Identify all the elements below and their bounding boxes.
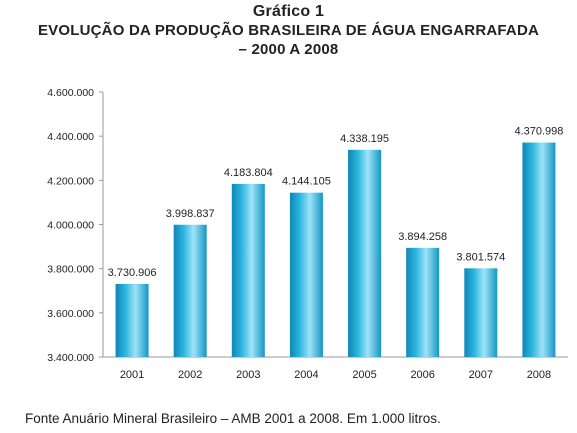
bar-2007: [464, 268, 498, 357]
x-tick-label-2001: 2001: [120, 369, 144, 381]
x-tick-label-2006: 2006: [410, 369, 434, 381]
x-tick-label-2005: 2005: [352, 369, 376, 381]
x-tick-label-2007: 2007: [469, 369, 493, 381]
chart-title-line-2: EVOLUÇÃO DA PRODUÇÃO BRASILEIRA DE ÁGUA …: [37, 22, 540, 39]
y-tick-label: 3.600.000: [47, 308, 94, 320]
chart-title-line-1: Gráfico 1: [252, 3, 325, 20]
data-label-2007: 3.801.574: [456, 251, 505, 263]
chart-bars: [115, 142, 556, 357]
data-label-2002: 3.998.837: [166, 208, 215, 220]
bar-2004: [289, 192, 323, 357]
bar-chart: 3.400.000 3.600.000 3.800.000 4.000.000 4.20…: [47, 87, 568, 381]
x-tick-label-2003: 2003: [236, 369, 260, 381]
x-tick-label-2008: 2008: [527, 369, 551, 381]
y-tick-label: 4.600.000: [47, 87, 94, 99]
chart-data-labels: 3.730.906 2001 3.998.837 2002 4.183.804 2003 4…: [108, 126, 564, 381]
bar-2002: [173, 224, 207, 357]
data-label-2004: 4.144.105: [282, 176, 331, 188]
y-tick-label: 3.400.000: [47, 352, 94, 364]
x-tick-label-2002: 2002: [178, 369, 202, 381]
bar-2006: [406, 247, 440, 357]
y-tick-label: 4.400.000: [47, 131, 94, 143]
chart-title-line-3: – 2000 A 2008: [238, 41, 339, 58]
y-tick-label: 3.800.000: [47, 264, 94, 276]
data-label-2001: 3.730.906: [108, 267, 157, 279]
bar-2008: [522, 142, 556, 357]
y-tick-label: 4.000.000: [47, 220, 94, 232]
x-tick-label-2004: 2004: [294, 369, 318, 381]
source-note: Fonte Anuário Mineral Brasileiro – AMB 2…: [25, 411, 441, 426]
data-label-2003: 4.183.804: [224, 167, 273, 179]
y-tick-label: 4.200.000: [47, 175, 94, 187]
bar-2005: [348, 149, 382, 357]
bar-2003: [231, 183, 265, 357]
chart-title: Gráfico 1 EVOLUÇÃO DA PRODUÇÃO BRASILEIR…: [0, 2, 577, 59]
data-label-2005: 4.338.195: [340, 133, 389, 145]
bar-2001: [115, 283, 149, 357]
data-label-2006: 3.894.258: [398, 231, 447, 243]
data-label-2008: 4.370.998: [514, 126, 563, 138]
